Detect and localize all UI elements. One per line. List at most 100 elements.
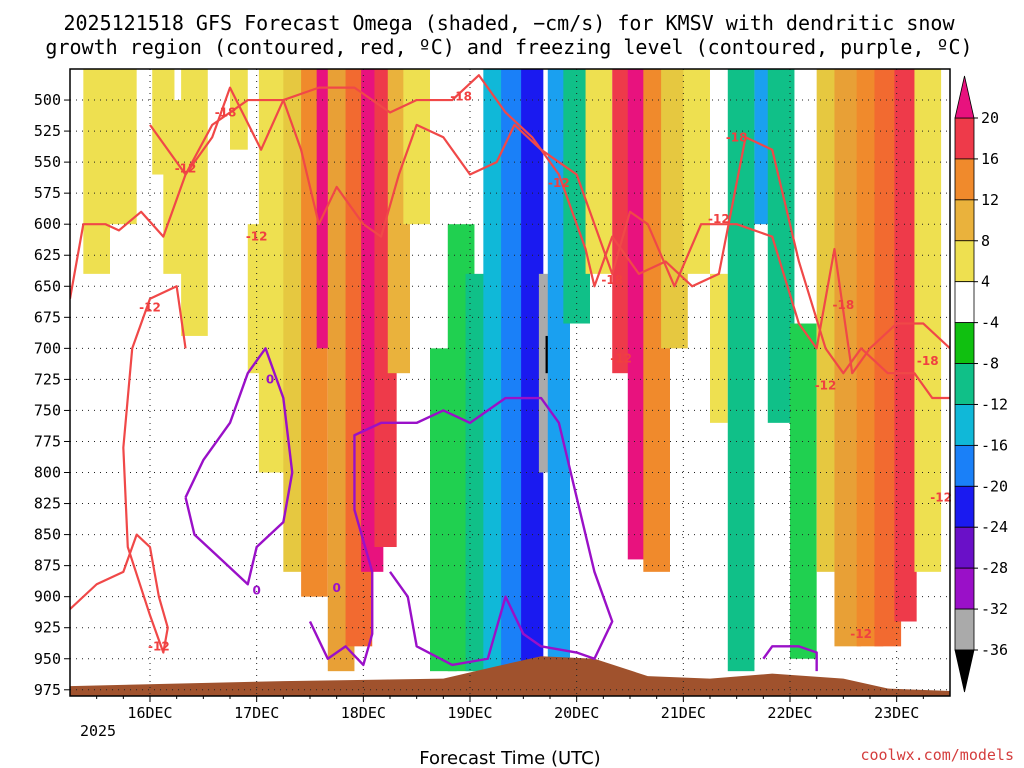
chart-title-line2: growth region (contoured, red, ºC) and f… [45,35,972,59]
dgz-contour-label: -18 [917,354,939,368]
y-tick-label: 650 [34,277,61,295]
colorbar-tick-label: -28 [981,559,1008,577]
y-tick-label: 775 [34,432,61,450]
x-tick-label: 17DEC [234,704,279,722]
colorbar-swatch [954,322,975,364]
colorbar-swatch [954,485,975,528]
y-tick-label: 600 [34,215,61,233]
y-tick-label: 500 [34,91,61,109]
omega-column-42 [894,69,917,622]
freezing-contour-label: 0 [252,583,260,597]
colorbar-swatch [954,117,975,160]
omega-column-1 [110,69,137,225]
colorbar-tick-label: -24 [981,518,1008,536]
credit-link[interactable]: coolwx.com/models [860,746,1014,764]
omega-column-34 [727,69,755,672]
x-tick-label: 23DEC [874,704,919,722]
colorbar-swatch [954,363,975,405]
colorbar-swatch [954,526,975,569]
freezing-contour-label: 0 [332,581,340,595]
dgz-contour-label: -12 [139,300,161,314]
omega-column-5 [230,69,248,150]
dgz-contour-label: -18 [601,273,623,287]
colorbar-swatch [954,444,975,487]
dgz-contour-label: -12 [850,627,872,641]
dgz-contour-label: -12 [246,230,268,244]
omega-column-43 [914,69,942,572]
y-tick-label: 550 [34,153,61,171]
dgz-contour-label: -12 [930,490,952,504]
terrain-fill [70,656,950,696]
omega-column-0 [83,69,110,274]
y-tick-label: 725 [34,370,61,388]
dgz-contour-label: -12 [610,351,632,365]
terrain-surface [70,656,950,696]
y-tick-label: 875 [34,557,61,575]
contour-labels: -18 -12 -12 -18 -12 -18 -12 -12 -18 -18 -12 -18 -12 -… [139,89,952,653]
x-year-label: 2025 [80,722,116,740]
dgz-contour-2 [149,74,950,400]
dgz-contour-1 [70,285,187,654]
dgz-contour-label: -12 [548,176,570,190]
omega-column-37 [790,323,817,659]
x-tick-label: 20DEC [554,704,599,722]
colorbar-swatch [954,281,975,324]
y-tick-label: 575 [34,184,61,202]
y-tick-label: 950 [34,650,61,668]
colorbar-tick-label: -20 [981,477,1008,495]
omega-column-22 [521,69,544,672]
y-tick-label: 925 [34,619,61,637]
dgz-contour-label: -12 [175,161,197,175]
y-tick-label: 525 [34,122,61,140]
colorbar-swatch [954,240,975,283]
omega-column-4 [181,69,208,336]
y-tick-label: 625 [34,246,61,264]
grid [70,69,950,696]
y-tick-label: 750 [34,401,61,419]
colorbar-tick-label: -12 [981,395,1008,413]
x-tick-label: 16DEC [127,704,172,722]
y-tick-label: 975 [34,681,61,699]
dgz-contour-label: -18 [726,130,748,144]
colorbar-swatch [954,158,975,201]
dgz-contour-0 [70,86,950,375]
colorbar-swatch [954,567,975,610]
y-tick-label: 825 [34,495,61,513]
x-axis: 2025 16DEC 17DEC 18DEC 19DEC 20DEC 21DEC 22DEC… [80,696,924,740]
colorbar-tick-label: 4 [981,273,990,291]
colorbar: 20 16 12 8 4 -4 -8 -12 -16 -20 -24 -28 -32 -36 [954,75,1008,693]
y-tick-label: 700 [34,339,61,357]
colorbar-tick-label: -32 [981,600,1008,618]
colorbar-tick-label: -4 [981,314,999,332]
dgz-contour-label: -18 [215,105,237,119]
dgz-contour-label: -12 [148,639,170,653]
colorbar-swatch [954,199,975,242]
colorbar-tick-label: -8 [981,355,999,373]
colorbar-min-arrow [954,649,975,693]
dgz-contour-label: -12 [815,379,837,393]
plot-frame [69,68,951,697]
dgz-contour-label: -12 [708,212,730,226]
y-axis: 500 525 550 575 600 625 650 675 700 725 750 775 800 8… [34,91,70,699]
omega-column-32 [683,69,710,274]
y-tick-label: 900 [34,588,61,606]
colorbar-tick-label: 8 [981,232,990,250]
chart-title-line1: 2025121518 GFS Forecast Omega (shaded, −… [63,11,955,35]
y-tick-label: 800 [34,464,61,482]
x-tick-label: 18DEC [341,704,386,722]
colorbar-tick-label: 16 [981,150,999,168]
colorbar-tick-label: -36 [981,641,1008,659]
colorbar-tick-label: 12 [981,191,999,209]
x-tick-label: 19DEC [447,704,492,722]
contours [70,74,950,672]
freezing-contour-2 [762,645,818,672]
colorbar-swatch [954,404,975,446]
colorbar-tick-label: 20 [981,109,999,127]
dgz-contour-label: -18 [450,89,472,103]
y-tick-label: 675 [34,308,61,326]
omega-column-16 [403,69,430,225]
x-axis-title: Forecast Time (UTC) [419,748,600,768]
y-tick-label: 850 [34,526,61,544]
colorbar-tick-label: -16 [981,436,1008,454]
